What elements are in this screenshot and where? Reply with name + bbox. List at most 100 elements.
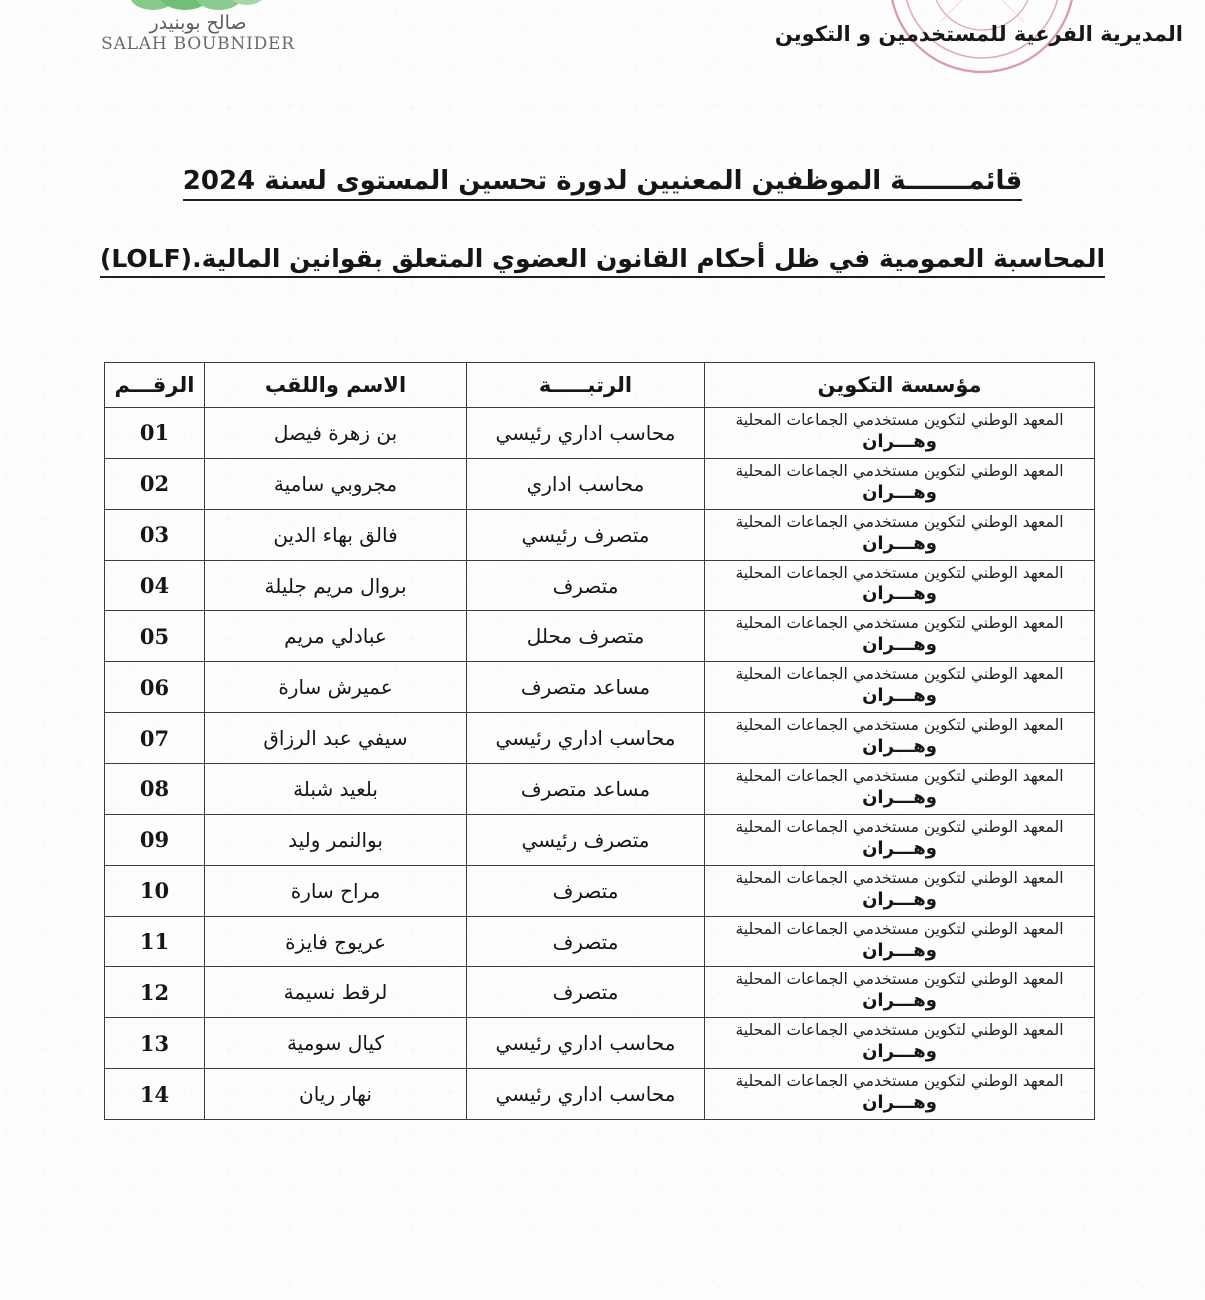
cell-institution: المعهد الوطني لتكوين مستخدمي الجماعات ال… <box>704 813 1095 866</box>
table-row: المعهد الوطني لتكوين مستخدمي الجماعات ال… <box>104 763 1095 815</box>
cell-rank: متصرف <box>466 864 705 917</box>
cell-rank: مساعد متصرف <box>466 661 705 714</box>
institution-line-1: المعهد الوطني لتكوين مستخدمي الجماعات ال… <box>735 1021 1064 1040</box>
logo-arabic-name: صالح بوبنيدر <box>149 12 247 34</box>
institution-line-1: المعهد الوطني لتكوين مستخدمي الجماعات ال… <box>735 411 1064 429</box>
institution-line-1: المعهد الوطني لتكوين مستخدمي الجماعات ال… <box>735 817 1064 836</box>
cell-name: عريوج فايزة <box>204 915 467 968</box>
cell-institution: المعهد الوطني لتكوين مستخدمي الجماعات ال… <box>704 661 1095 714</box>
cell-name: سيفي عبد الرزاق <box>204 712 467 765</box>
table-row: المعهد الوطني لتكوين مستخدمي الجماعات ال… <box>104 712 1095 765</box>
column-header-name: الاسم واللقب <box>204 362 467 408</box>
cell-institution: المعهد الوطني لتكوين مستخدمي الجماعات ال… <box>704 1068 1095 1121</box>
cell-rank: محاسب اداري <box>466 457 705 510</box>
institution-line-2: وهـــران <box>862 786 937 808</box>
institution-line-2: وهـــران <box>862 736 937 758</box>
table-row: المعهد الوطني لتكوين مستخدمي الجماعات ال… <box>104 407 1095 459</box>
institution-line-1: المعهد الوطني لتكوين مستخدمي الجماعات ال… <box>735 1072 1064 1091</box>
cell-institution: المعهد الوطني لتكوين مستخدمي الجماعات ال… <box>704 559 1095 612</box>
cell-institution: المعهد الوطني لتكوين مستخدمي الجماعات ال… <box>704 763 1095 815</box>
institution-line-2: وهـــران <box>862 430 937 452</box>
institution-line-1: المعهد الوطني لتكوين مستخدمي الجماعات ال… <box>735 868 1064 887</box>
leaf-icon <box>123 0 273 12</box>
institution-line-1: المعهد الوطني لتكوين مستخدمي الجماعات ال… <box>735 512 1064 531</box>
institution-line-1: المعهد الوطني لتكوين مستخدمي الجماعات ال… <box>735 716 1064 735</box>
cell-institution: المعهد الوطني لتكوين مستخدمي الجماعات ال… <box>704 712 1095 765</box>
table-row: المعهد الوطني لتكوين مستخدمي الجماعات ال… <box>104 661 1095 714</box>
cell-name: لرقط نسيمة <box>204 966 467 1019</box>
cell-rank: متصرف رئيسي <box>466 508 705 561</box>
logo-latin-name: SALAH BOUBNIDER <box>101 33 295 54</box>
cell-rank: متصرف <box>466 915 705 968</box>
institution-line-2: وهـــران <box>862 990 937 1012</box>
table-row: المعهد الوطني لتكوين مستخدمي الجماعات ال… <box>104 864 1095 917</box>
page-subtitle-text: المحاسبة العمومية في ظل أحكام القانون ال… <box>99 244 1106 278</box>
page-subtitle: المحاسبة العمومية في ظل أحكام القانون ال… <box>0 244 1205 278</box>
institution-line-2: وهـــران <box>862 1041 937 1063</box>
cell-rank: متصرف رئيسي <box>466 813 705 866</box>
document-header: صالح بوبنيدر SALAH BOUBNIDER المديرية ال… <box>0 0 1205 92</box>
column-header-rank: الرتبـــــة <box>466 362 705 408</box>
directorate-heading: المديرية الفرعية للمستخدمين و التكوين <box>774 22 1183 46</box>
institution-line-1: المعهد الوطني لتكوين مستخدمي الجماعات ال… <box>735 970 1064 989</box>
cell-number: 02 <box>104 457 205 510</box>
institution-line-1: المعهد الوطني لتكوين مستخدمي الجماعات ال… <box>735 461 1064 480</box>
institution-line-1: المعهد الوطني لتكوين مستخدمي الجماعات ال… <box>735 767 1064 786</box>
cell-rank: متصرف <box>466 966 705 1019</box>
cell-name: بن زهرة فيصل <box>204 407 467 459</box>
institution-line-2: وهـــران <box>862 939 937 961</box>
table-header-row: مؤسسة التكوين الرتبـــــة الاسم واللقب ا… <box>104 362 1095 408</box>
cell-name: مجروبي سامية <box>204 457 467 510</box>
cell-number: 06 <box>104 661 205 714</box>
cell-number: 01 <box>104 407 205 459</box>
cell-name: بوالنمر وليد <box>204 813 467 866</box>
table-row: المعهد الوطني لتكوين مستخدمي الجماعات ال… <box>104 915 1095 968</box>
cell-rank: متصرف محلل <box>466 610 705 663</box>
institution-line-2: وهـــران <box>862 481 937 503</box>
cell-institution: المعهد الوطني لتكوين مستخدمي الجماعات ال… <box>704 508 1095 561</box>
cell-name: نهار ريان <box>204 1068 467 1121</box>
cell-name: بلعيد شبلة <box>204 763 467 815</box>
cell-name: بروال مريم جليلة <box>204 559 467 612</box>
cell-number: 04 <box>104 559 205 612</box>
cell-number: 09 <box>104 813 205 866</box>
institution-line-2: وهـــران <box>862 532 937 554</box>
cell-institution: المعهد الوطني لتكوين مستخدمي الجماعات ال… <box>704 966 1095 1019</box>
roster-table-body: المعهد الوطني لتكوين مستخدمي الجماعات ال… <box>104 407 1095 1121</box>
cell-number: 13 <box>104 1017 205 1070</box>
cell-institution: المعهد الوطني لتكوين مستخدمي الجماعات ال… <box>704 407 1095 459</box>
cell-number: 10 <box>104 864 205 917</box>
cell-number: 05 <box>104 610 205 663</box>
cell-name: عميرش سارة <box>204 661 467 714</box>
cell-number: 12 <box>104 966 205 1019</box>
institution-line-1: المعهد الوطني لتكوين مستخدمي الجماعات ال… <box>735 919 1064 938</box>
institution-line-2: وهـــران <box>862 837 937 859</box>
institution-line-2: وهـــران <box>862 888 937 910</box>
cell-rank: محاسب اداري رئيسي <box>466 712 705 765</box>
cell-number: 03 <box>104 508 205 561</box>
column-header-institution: مؤسسة التكوين <box>704 362 1095 408</box>
page-title: قائمـــــــة الموظفين المعنيين لدورة تحس… <box>0 166 1205 201</box>
institution-line-1: المعهد الوطني لتكوين مستخدمي الجماعات ال… <box>735 563 1064 582</box>
cell-institution: المعهد الوطني لتكوين مستخدمي الجماعات ال… <box>704 457 1095 510</box>
table-row: المعهد الوطني لتكوين مستخدمي الجماعات ال… <box>104 559 1095 612</box>
institution-line-2: وهـــران <box>862 1092 937 1114</box>
column-header-number: الرقـــم <box>104 362 205 408</box>
table-row: المعهد الوطني لتكوين مستخدمي الجماعات ال… <box>104 1068 1095 1121</box>
roster-table-container: مؤسسة التكوين الرتبـــــة الاسم واللقب ا… <box>104 362 1095 1121</box>
table-row: المعهد الوطني لتكوين مستخدمي الجماعات ال… <box>104 813 1095 866</box>
cell-name: مراح سارة <box>204 864 467 917</box>
page-title-text: قائمـــــــة الموظفين المعنيين لدورة تحس… <box>182 166 1023 201</box>
institution-line-1: المعهد الوطني لتكوين مستخدمي الجماعات ال… <box>735 614 1064 633</box>
cell-rank: متصرف <box>466 559 705 612</box>
cell-institution: المعهد الوطني لتكوين مستخدمي الجماعات ال… <box>704 915 1095 968</box>
cell-number: 08 <box>104 763 205 815</box>
cell-name: كيال سومية <box>204 1017 467 1070</box>
table-row: المعهد الوطني لتكوين مستخدمي الجماعات ال… <box>104 610 1095 663</box>
cell-rank: محاسب اداري رئيسي <box>466 407 705 459</box>
cell-rank: مساعد متصرف <box>466 763 705 815</box>
cell-institution: المعهد الوطني لتكوين مستخدمي الجماعات ال… <box>704 1017 1095 1070</box>
cell-rank: محاسب اداري رئيسي <box>466 1068 705 1121</box>
cell-name: فالق بهاء الدين <box>204 508 467 561</box>
cell-number: 11 <box>104 915 205 968</box>
